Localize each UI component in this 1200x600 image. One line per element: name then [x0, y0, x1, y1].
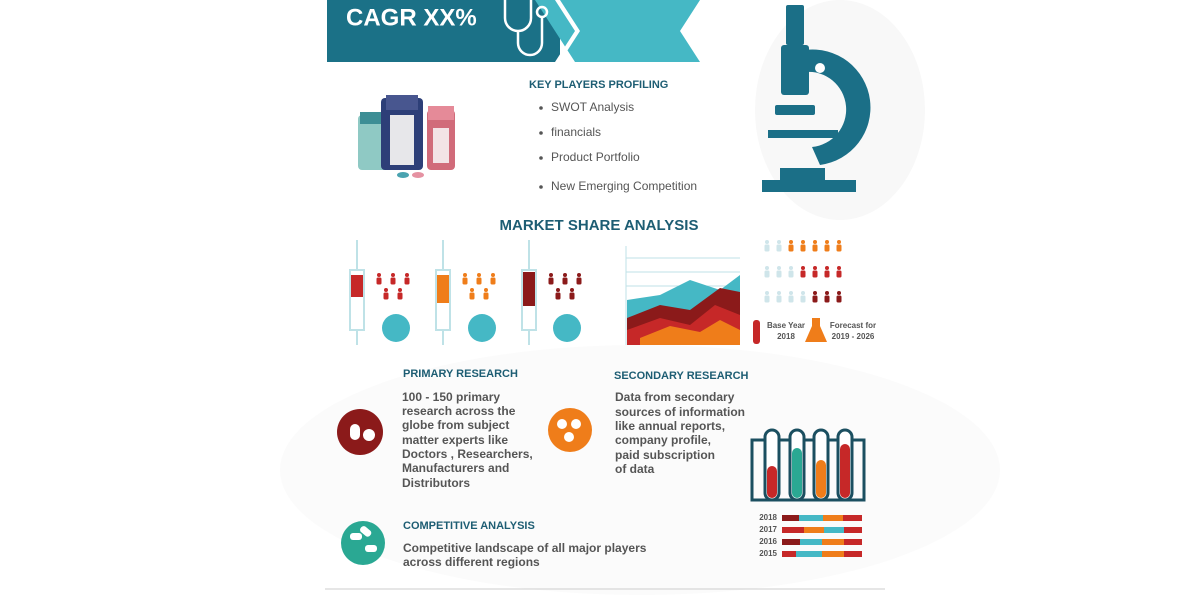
microscope-illustration: [762, 5, 871, 192]
competitive-heading: COMPETITIVE ANALYSIS: [403, 520, 535, 532]
primary-heading: PRIMARY RESEARCH: [403, 368, 518, 380]
base-year-label: Base Year: [767, 321, 805, 330]
body-line: research across the: [402, 404, 516, 418]
test-tubes-illustration: [750, 428, 866, 502]
secondary-icon: [548, 408, 592, 452]
list-item: Product Portfolio: [551, 150, 640, 164]
secondary-heading: SECONDARY RESEARCH: [614, 370, 749, 382]
body-line: Distributors: [402, 476, 470, 490]
list-item: financials: [551, 125, 601, 139]
base-year-label: 2018: [777, 332, 795, 341]
body-line: Data from secondary: [615, 390, 735, 404]
body-line: 100 - 150 primary: [402, 390, 500, 404]
body-line: Doctors , Researchers,: [402, 447, 533, 461]
year-bars-illustration: [782, 515, 862, 557]
year-label: 2016: [759, 537, 777, 546]
body-line: across different regions: [403, 555, 540, 569]
people-grid-illustration: [753, 240, 842, 344]
list-item: SWOT Analysis: [551, 100, 634, 114]
primary-body: 100 - 150 primary research across the gl…: [402, 390, 533, 490]
area-illustration: [625, 246, 740, 345]
year-label: 2015: [759, 549, 777, 558]
body-line: like annual reports,: [615, 419, 725, 433]
bottles-illustration: [358, 95, 455, 178]
body-line: company profile,: [615, 433, 711, 447]
year-label: 2018: [759, 513, 777, 522]
market-share-heading: MARKET SHARE ANALYSIS: [500, 217, 699, 234]
list-item: New Emerging Competition: [551, 179, 697, 193]
syringes-illustration: [349, 240, 582, 345]
forecast-label: Forecast for: [830, 321, 876, 330]
forecast-label: 2019 - 2026: [832, 332, 875, 341]
body-line: sources of information: [615, 405, 745, 419]
body-line: globe from subject: [402, 418, 509, 432]
banner-title: CAGR XX%: [346, 4, 477, 31]
body-line: Manufacturers and: [402, 461, 509, 475]
body-line: Competitive landscape of all major playe…: [403, 541, 647, 555]
body-line: of data: [615, 462, 655, 476]
key-players-heading: KEY PLAYERS PROFILING: [529, 79, 668, 91]
competitive-icon: [341, 521, 385, 565]
body-line: paid subscription: [615, 448, 715, 462]
primary-icon: [337, 409, 383, 455]
banner: CAGR XX%: [327, 0, 700, 62]
key-players-list: SWOT Analysis financials Product Portfol…: [539, 100, 697, 193]
year-label: 2017: [759, 525, 777, 534]
secondary-body: Data from secondary sources of informati…: [615, 390, 745, 476]
body-line: matter experts like: [402, 433, 508, 447]
stethoscope-icon: [503, 0, 549, 57]
